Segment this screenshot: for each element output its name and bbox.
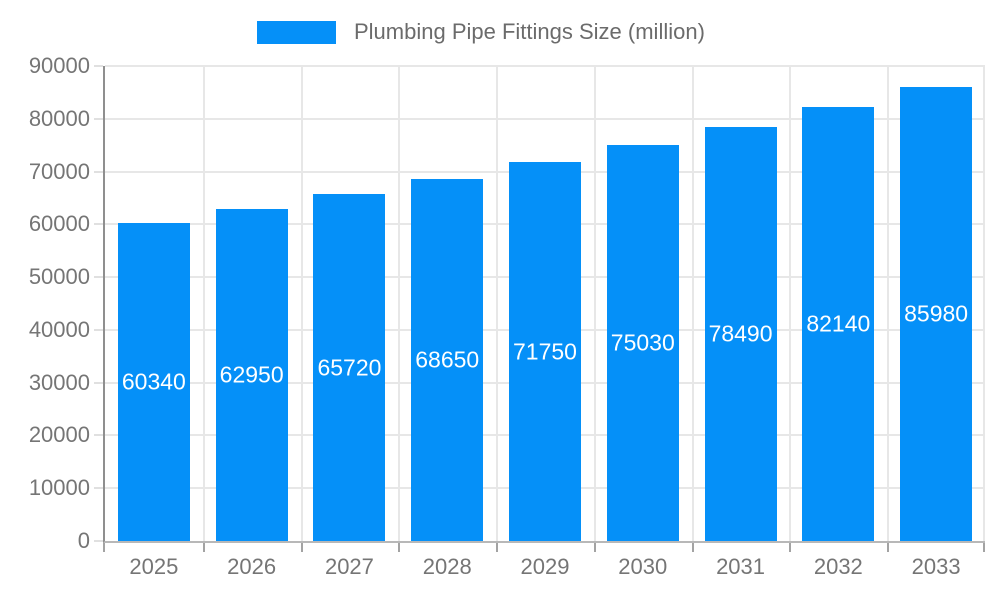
bar-value-label: 62950	[219, 361, 284, 388]
bar-value-label: 71750	[513, 338, 577, 365]
x-tick-label: 2029	[520, 554, 570, 579]
v-gridline	[496, 66, 498, 541]
bar-value-label: 85980	[904, 300, 969, 327]
bar-2031[interactable]: 78490	[704, 126, 777, 541]
y-tick	[94, 223, 103, 226]
bar-2025[interactable]: 60340	[117, 222, 190, 541]
y-tick-label: 80000	[28, 105, 90, 131]
x-tick-label: 2032	[813, 554, 863, 579]
x-axis-labels: 2025 2026 2027 2028 2029 2030 2031 2032 2033	[105, 554, 985, 584]
x-tick	[887, 543, 889, 552]
bar-value-label: 82140	[806, 310, 871, 337]
bar-value-label: 65720	[317, 354, 382, 381]
bar-2027[interactable]: 65720	[313, 194, 386, 541]
y-tick-label: 50000	[28, 264, 90, 290]
y-tick	[94, 276, 103, 279]
bar-2032[interactable]: 82140	[802, 107, 875, 541]
y-tick-label: 90000	[28, 53, 90, 78]
y-tick-label: 70000	[28, 158, 90, 184]
x-tick-label: 2026	[227, 554, 277, 579]
y-tick	[94, 117, 103, 120]
v-gridline	[887, 66, 889, 541]
x-tick	[301, 543, 303, 552]
bar-2030[interactable]: 75030	[606, 145, 679, 541]
v-gridline	[398, 66, 400, 541]
v-gridline	[594, 66, 596, 541]
bar-value-label: 68650	[415, 346, 480, 373]
x-tick	[594, 543, 596, 552]
x-tick-label: 2030	[618, 554, 668, 579]
bar-2026[interactable]: 62950	[215, 208, 288, 541]
y-tick	[94, 487, 103, 490]
y-axis-labels: 0 10000 20000 30000 40000 50000 60000 70000 8000…	[0, 53, 90, 553]
bar-2028[interactable]: 68650	[411, 178, 484, 541]
y-tick-label: 0	[77, 528, 90, 553]
bar-value-label: 75030	[610, 329, 675, 356]
bar-2029[interactable]: 71750	[509, 162, 581, 541]
x-tick	[789, 543, 791, 552]
y-tick-label: 20000	[28, 422, 90, 448]
bar-2033[interactable]: 85980	[900, 87, 973, 541]
h-gridline	[105, 117, 985, 120]
v-gridline	[789, 66, 791, 541]
bar-value-label: 78490	[708, 320, 773, 347]
v-gridline	[301, 66, 303, 541]
y-tick	[94, 434, 103, 437]
x-tick	[983, 543, 985, 552]
legend-swatch-icon	[257, 20, 336, 44]
x-tick	[103, 543, 105, 552]
legend-label: Plumbing Pipe Fittings Size (million)	[354, 19, 705, 44]
legend[interactable]: Plumbing Pipe Fittings Size (million)	[257, 17, 705, 47]
x-tick-label: 2033	[911, 554, 961, 579]
x-tick-label: 2025	[129, 554, 179, 579]
y-tick	[94, 328, 103, 331]
y-tick	[94, 65, 103, 67]
h-gridline	[105, 65, 985, 67]
v-gridline	[692, 66, 694, 541]
bar-value-label: 60340	[121, 368, 186, 395]
x-tick-label: 2027	[324, 554, 374, 579]
x-tick	[398, 543, 400, 552]
y-tick	[94, 381, 103, 384]
y-tick-label: 10000	[28, 475, 90, 501]
y-tick-label: 60000	[28, 211, 90, 237]
x-tick	[496, 543, 498, 552]
y-tick-label: 40000	[28, 316, 90, 342]
x-tick	[203, 543, 205, 552]
x-tick-label: 2031	[716, 554, 766, 579]
y-tick	[94, 540, 103, 542]
x-tick-label: 2028	[422, 554, 472, 579]
y-tick	[94, 170, 103, 173]
v-gridline	[983, 66, 985, 541]
y-tick-label: 30000	[28, 369, 90, 395]
x-tick	[692, 543, 694, 552]
plot-area: 60340 62950 65720 68650 71750 75030 78490 82140…	[94, 65, 985, 552]
v-gridline	[203, 66, 205, 541]
